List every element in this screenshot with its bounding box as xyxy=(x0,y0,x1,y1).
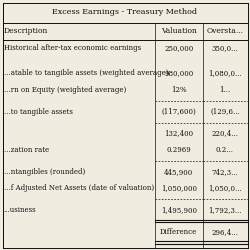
Text: ...rn on Equity (weighted average): ...rn on Equity (weighted average) xyxy=(4,86,126,94)
Text: 350,0...: 350,0... xyxy=(212,44,238,52)
Text: 1...: 1... xyxy=(220,86,230,94)
Text: Excess Earnings - Treasury Method: Excess Earnings - Treasury Method xyxy=(52,8,198,16)
Text: 296,4...: 296,4... xyxy=(212,228,238,236)
Text: 1,495,900: 1,495,900 xyxy=(161,206,197,214)
Text: ...to tangible assets: ...to tangible assets xyxy=(4,108,72,116)
Text: 1,050,0...: 1,050,0... xyxy=(208,184,242,192)
Text: 0.2969: 0.2969 xyxy=(166,146,191,154)
Text: ...atable to tangible assets (weighted average): ...atable to tangible assets (weighted a… xyxy=(4,69,168,77)
Text: 220,4...: 220,4... xyxy=(212,129,238,137)
Text: ...zation rate: ...zation rate xyxy=(4,146,49,154)
Text: ...f Adjusted Net Assets (date of valuation): ...f Adjusted Net Assets (date of valuat… xyxy=(4,184,154,192)
Text: 132,400: 132,400 xyxy=(164,129,193,137)
Text: Description: Description xyxy=(4,27,48,35)
Text: ...ntangibles (rounded): ...ntangibles (rounded) xyxy=(4,168,85,176)
Text: 1,080,0...: 1,080,0... xyxy=(208,69,242,77)
Text: Valuation: Valuation xyxy=(161,27,197,35)
Text: (129,6...: (129,6... xyxy=(210,108,240,116)
Text: 980,000: 980,000 xyxy=(164,69,194,77)
Text: 1,792,3...: 1,792,3... xyxy=(208,206,242,214)
Text: Historical after-tax economic earnings: Historical after-tax economic earnings xyxy=(4,44,141,52)
Text: 0.2...: 0.2... xyxy=(216,146,234,154)
Text: Difference: Difference xyxy=(160,228,198,236)
Text: (117,600): (117,600) xyxy=(162,108,196,116)
Text: Oversta...: Oversta... xyxy=(206,27,244,35)
Text: 742,3...: 742,3... xyxy=(212,168,238,176)
Text: ...usiness: ...usiness xyxy=(4,206,36,214)
Text: 445,900: 445,900 xyxy=(164,168,194,176)
Text: 250,000: 250,000 xyxy=(164,44,194,52)
Text: 12%: 12% xyxy=(171,86,186,94)
Text: 1,050,000: 1,050,000 xyxy=(161,184,197,192)
